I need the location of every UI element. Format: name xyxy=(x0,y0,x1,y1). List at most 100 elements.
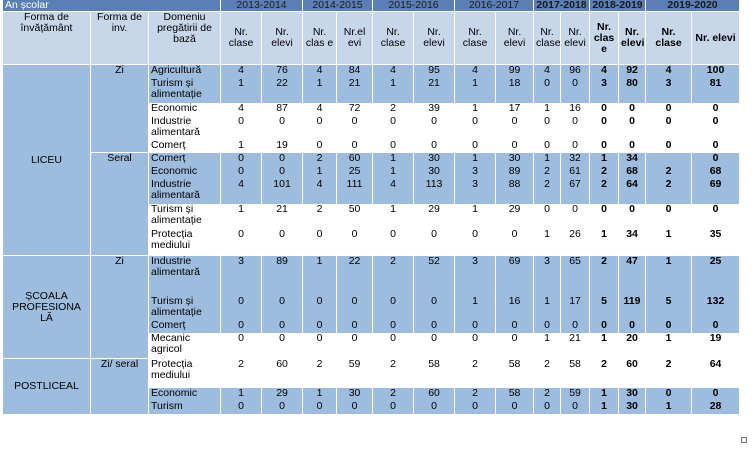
column-header-row: Forma de învățământ Forma de inv. Domeni… xyxy=(2,11,741,65)
nr-clase-cell: 2 xyxy=(372,358,415,388)
domain-cell: Economic xyxy=(147,165,222,179)
nr-clase-cell: 3 xyxy=(454,165,497,179)
nr-elevi-cell: 16 xyxy=(495,295,535,320)
nr-clase-cell: 4 xyxy=(589,64,620,78)
nr-elevi-cell: 0 xyxy=(691,387,741,401)
year-2019-2020: 2019-2020 xyxy=(645,0,741,12)
nr-clase-cell: 3 xyxy=(220,255,263,296)
nr-elevi-cell: 29 xyxy=(495,203,535,229)
domain-cell: Economic xyxy=(147,387,222,401)
year-header-row: An școlar 2013-2014 2014-2015 2015-2016 … xyxy=(1,0,741,12)
nr-elevi-cell: 67 xyxy=(560,178,591,204)
nr-clase-2016: Nr. clase xyxy=(454,11,497,65)
nr-clase-cell: 1 xyxy=(533,102,562,116)
nr-clase-cell: 0 xyxy=(589,139,620,153)
nr-elevi-2019: Nr. elevi xyxy=(691,11,741,65)
nr-clase-cell: 0 xyxy=(372,295,415,320)
nr-clase-cell: 4 xyxy=(302,102,338,116)
nr-clase-cell: 0 xyxy=(533,400,562,414)
nr-clase-cell: 3 xyxy=(454,255,497,296)
nr-elevi-cell: 96 xyxy=(560,64,591,78)
nr-elevi-cell: 61 xyxy=(560,165,591,179)
nr-clase-cell: 0 xyxy=(302,319,338,333)
nr-elevi-2013: Nr. elevi xyxy=(261,11,304,65)
nr-clase-cell: 0 xyxy=(302,139,338,153)
nr-clase-cell: 0 xyxy=(220,228,263,256)
nr-elevi-cell: 29 xyxy=(261,387,304,401)
nr-elevi-cell: 68 xyxy=(618,165,647,179)
nr-elevi-cell: 0 xyxy=(261,319,304,333)
nr-elevi-cell: 100 xyxy=(691,64,741,78)
nr-clase-cell: 2 xyxy=(372,255,415,296)
nr-elevi-cell: 0 xyxy=(261,332,304,359)
nr-elevi-cell: 0 xyxy=(413,319,456,333)
nr-clase-cell: 0 xyxy=(372,139,415,153)
nr-elevi-cell: 0 xyxy=(560,115,591,140)
nr-clase-cell: 4 xyxy=(220,178,263,204)
nr-clase-cell: 1 xyxy=(533,152,562,166)
nr-clase-cell: 0 xyxy=(372,400,415,414)
group-scoala-profesionala: ȘCOALA PROFESIONA LĂ xyxy=(2,255,91,359)
table-row: POSTLICEAL Zi/ seral Protecția mediului 2 60… xyxy=(2,358,741,414)
nr-elevi-cell: 0 xyxy=(618,319,647,333)
nr-elevi-cell: 0 xyxy=(495,115,535,140)
nr-elevi-cell: 0 xyxy=(336,295,374,320)
nr-elevi-cell: 52 xyxy=(413,255,456,296)
nr-elevi-cell: 60 xyxy=(336,152,374,166)
nr-clase-cell: 0 xyxy=(220,319,263,333)
nr-clase-cell: 0 xyxy=(220,332,263,359)
nr-elevi-cell: 101 xyxy=(261,178,304,204)
nr-elevi-cell: 0 xyxy=(618,102,647,116)
year-2014-2015: 2014-2015 xyxy=(302,0,374,12)
nr-clase-cell: 1 xyxy=(372,165,415,179)
nr-clase-cell: 2 xyxy=(589,255,620,296)
table-row: Comerț 1 19 0 0 0 0 0 0 0 0 0 0 0 0 xyxy=(3,139,741,153)
nr-clase-cell: 1 xyxy=(220,139,263,153)
nr-clase-cell: 1 xyxy=(645,332,693,359)
nr-elevi-cell: 95 xyxy=(413,64,456,78)
nr-elevi-cell: 39 xyxy=(413,102,456,116)
nr-clase-cell: 1 xyxy=(454,102,497,116)
nr-clase-cell: 0 xyxy=(454,115,497,140)
nr-elevi-cell: 30 xyxy=(413,152,456,166)
nr-elevi-cell: 22 xyxy=(336,255,374,296)
table-row: Turism 0 0 0 0 0 0 0 0 0 0 1 30 1 28 xyxy=(3,400,741,414)
resize-handle xyxy=(741,437,747,443)
nr-elevi-cell: 59 xyxy=(336,358,374,388)
nr-clase-cell: 1 xyxy=(589,332,620,359)
nr-elevi-cell: 20 xyxy=(618,332,647,359)
domain-cell: Protecția mediului xyxy=(147,228,222,256)
nr-elevi-cell: 0 xyxy=(413,139,456,153)
forma-invatamant-header: Forma de învățământ xyxy=(2,11,91,65)
nr-clase-cell: 2 xyxy=(454,387,497,401)
nr-elevi-cell: 76 xyxy=(261,64,304,78)
nr-elevi-cell: 72 xyxy=(336,102,374,116)
nr-elevi-cell: 0 xyxy=(413,332,456,359)
nr-elevi-cell: 60 xyxy=(413,387,456,401)
nr-elevi-cell: 0 xyxy=(336,400,374,414)
nr-elevi-cell: 25 xyxy=(336,165,374,179)
nr-clase-cell: 0 xyxy=(454,332,497,359)
nr-clase-cell: 1 xyxy=(533,228,562,256)
nr-elevi-cell: 0 xyxy=(560,400,591,414)
nr-elevi-cell: 0 xyxy=(495,400,535,414)
nr-clase-cell: 2 xyxy=(589,165,620,179)
nr-elevi-2015: Nr. elevi xyxy=(413,11,456,65)
nr-clase-cell: 2 xyxy=(533,358,562,388)
nr-elevi-cell: 58 xyxy=(413,358,456,388)
nr-clase-cell: 0 xyxy=(372,228,415,256)
nr-elevi-cell: 26 xyxy=(560,228,591,256)
domain-cell: Protecția mediului xyxy=(147,358,222,388)
table-row: Turism și alimentație 1 22 1 21 1 21 1 18 0 0 3 80 3 8… xyxy=(3,77,741,103)
nr-clase-cell: 1 xyxy=(589,152,620,166)
nr-elevi-cell: 68 xyxy=(691,165,741,179)
nr-clase-cell: 3 xyxy=(589,77,620,103)
domain-cell: Turism și alimentație xyxy=(147,295,222,320)
nr-elevi-cell: 18 xyxy=(495,77,535,103)
nr-clase-cell: 1 xyxy=(645,255,693,296)
table-row: Mecanic agricol 0 0 0 0 0 0 0 0 1 21 1 20 1 19 xyxy=(3,332,741,359)
nr-elevi-cell: 0 xyxy=(336,228,374,256)
table-row: Economic 1 29 1 30 2 60 2 58 2 59 1 30 0 0 xyxy=(3,387,741,401)
nr-elevi-cell: 25 xyxy=(691,255,741,296)
group-postliceal: POSTLICEAL xyxy=(2,358,91,414)
